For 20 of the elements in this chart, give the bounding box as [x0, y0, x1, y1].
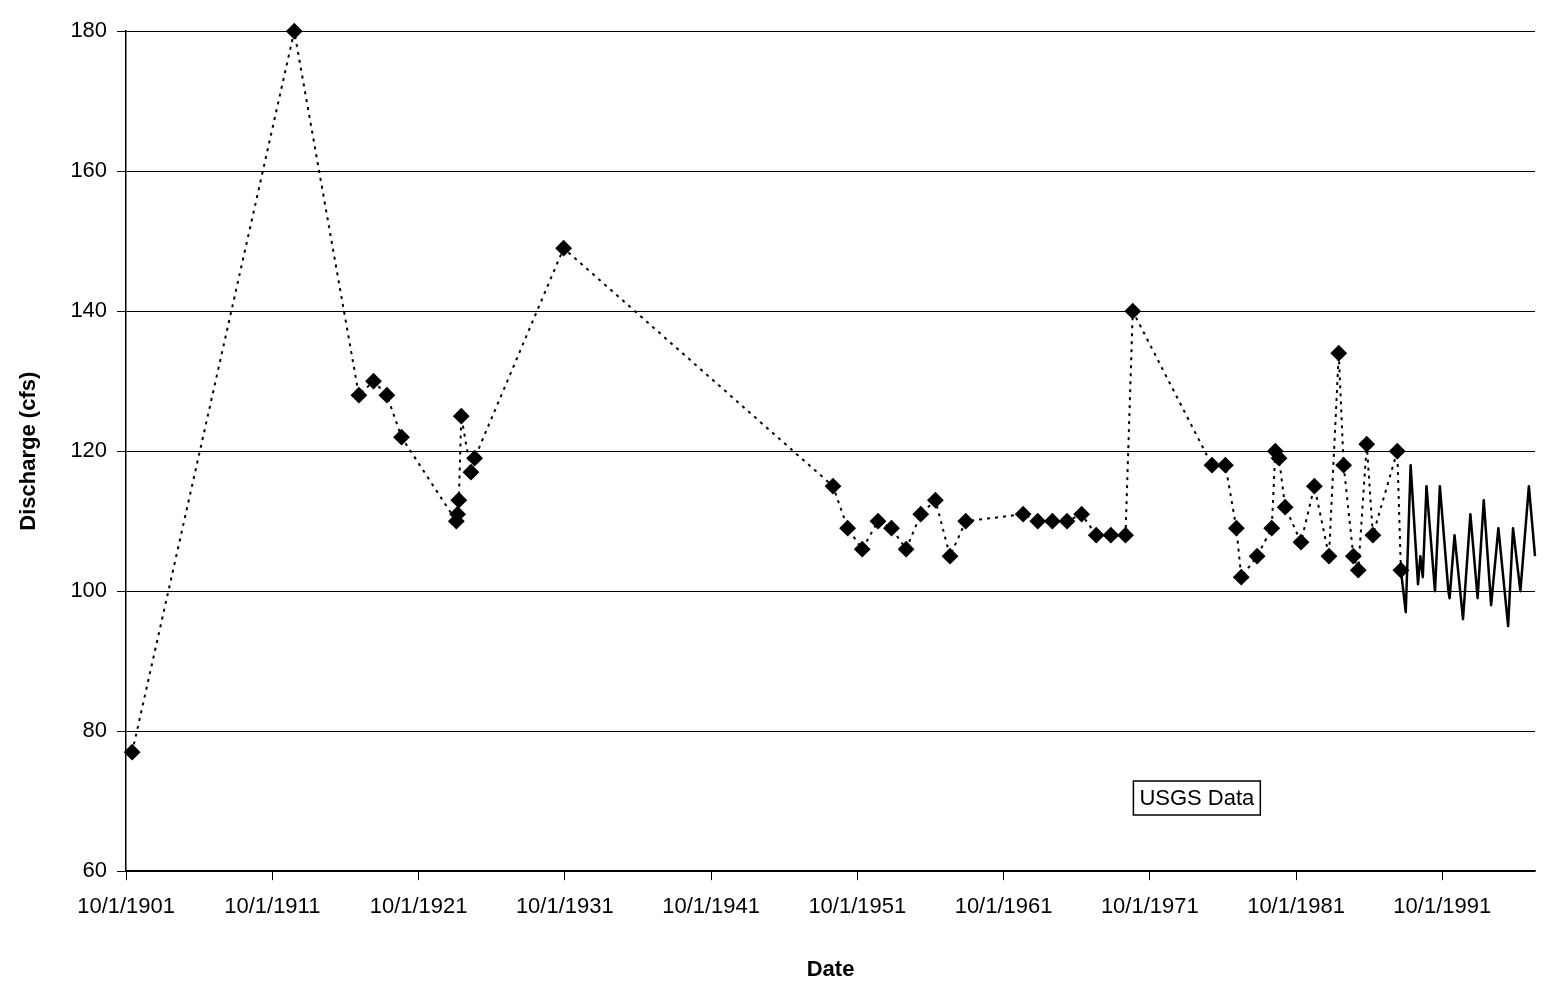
x-tick-label: 10/1/1971: [1100, 893, 1199, 919]
y-tick-label: 160: [70, 157, 108, 183]
annotation: USGS Data: [1139, 785, 1256, 811]
y-tick-label: 180: [70, 17, 108, 43]
x-tick-label: 10/1/1911: [224, 893, 321, 919]
y-tick-label: 80: [82, 717, 108, 743]
x-tick-label: 10/1/1981: [1247, 893, 1346, 919]
x-tick-label: 10/1/1931: [515, 893, 614, 919]
y-tick-label: 120: [70, 437, 108, 463]
y-tick-label: 100: [70, 577, 108, 603]
x-tick-label: 10/1/1951: [808, 893, 907, 919]
y-axis-title: Discharge (cfs): [15, 371, 41, 531]
y-tick-label: 140: [70, 297, 108, 323]
x-tick-label: 10/1/1921: [369, 893, 468, 919]
y-tick-label: 60: [82, 857, 108, 883]
x-tick-label: 10/1/1991: [1393, 893, 1492, 919]
x-tick-label: 10/1/1901: [77, 893, 176, 919]
x-tick-label: 10/1/1961: [954, 893, 1053, 919]
x-tick-label: 10/1/1941: [662, 893, 761, 919]
x-axis-title: Date: [806, 955, 855, 981]
